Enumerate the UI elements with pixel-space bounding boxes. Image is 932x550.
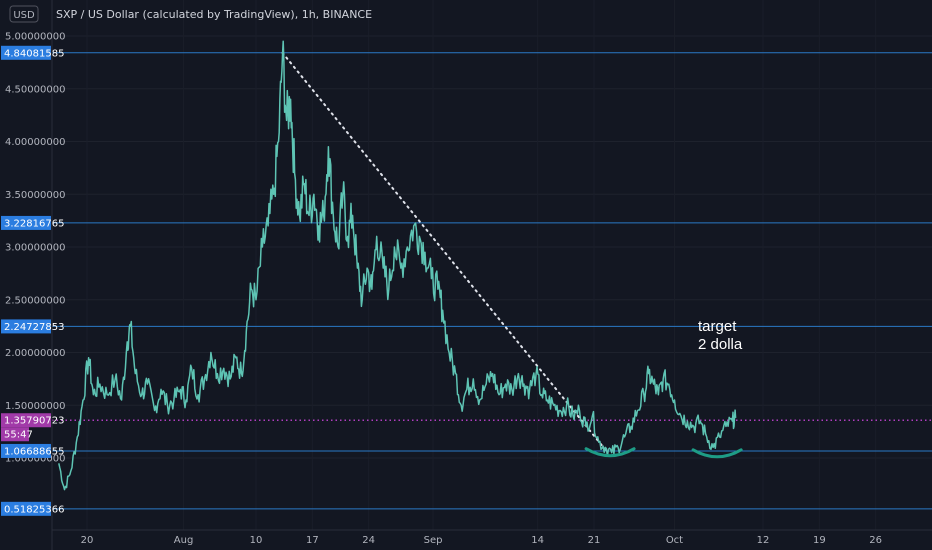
price-axis-panel[interactable] [0,0,52,550]
annotation-line-1[interactable]: target [698,318,737,335]
support-arc[interactable] [584,447,636,458]
currency-label: USD [13,10,35,21]
time-tick-label[interactable]: 10 [250,535,263,546]
level-label-text: 4.84081585 [4,48,64,59]
time-tick-label[interactable]: 12 [757,535,770,546]
price-tick-label: 1.50000000 [5,401,65,412]
level-label-text: 0.51825366 [4,504,64,515]
price-tick-label: 1.00000000 [5,454,65,465]
support-arcs[interactable] [584,447,743,459]
time-tick-label[interactable]: Aug [174,535,194,546]
price-axis-level-labels: 4.84081585 3.22816765 2.24727853 1.06688655… [1,45,64,516]
level-label-text: 3.22816765 [4,218,64,229]
support-arc[interactable] [691,448,743,459]
trend-line[interactable] [281,51,607,451]
current-price-box [1,413,51,428]
price-series [58,40,737,491]
annotation-line-2[interactable]: 2 dolla [698,336,743,353]
price-axis-ticks: 5.00000000 4.50000000 4.00000000 3.50000000… [5,32,65,465]
countdown-text: 55:47 [4,430,33,441]
level-label-box [1,45,51,60]
level-label-box [1,319,51,334]
price-tick-label: 2.50000000 [5,295,65,306]
price-tick-label: 5.00000000 [5,32,65,43]
level-label-text: 2.24727853 [4,322,64,333]
level-label-box [1,443,51,458]
price-tick-label: 3.00000000 [5,243,65,254]
time-tick-label[interactable]: 19 [813,535,826,546]
descending-trendline[interactable] [281,51,607,451]
time-tick-label[interactable]: 26 [869,535,882,546]
price-tick-label: 4.00000000 [5,137,65,148]
time-tick-label[interactable]: Oct [666,535,683,546]
price-tick-label: 3.50000000 [5,190,65,201]
price-tick-label: 2.00000000 [5,348,65,359]
currency-badge[interactable] [9,5,39,23]
price-line [58,40,737,491]
level-label-box [1,215,51,230]
grid-lines [52,0,932,530]
time-axis-ticks[interactable]: 20 Aug 10 17 24 Sep 14 21 Oct 12 19 26 [81,535,882,546]
horizontal-levels[interactable] [52,52,932,510]
time-tick-label[interactable]: 17 [306,535,319,546]
time-tick-label[interactable]: 20 [81,535,94,546]
time-tick-label[interactable]: 21 [588,535,601,546]
time-tick-label[interactable]: 14 [531,535,544,546]
price-tick-label: 4.50000000 [5,84,65,95]
time-tick-label[interactable]: Sep [424,535,443,546]
level-label-box [1,501,51,516]
current-price-text: 1.35790723 [4,416,64,427]
countdown-box [1,427,29,442]
level-label-text: 1.06688655 [4,446,64,457]
chart-title: SXP / US Dollar (calculated by TradingVi… [56,8,372,21]
time-tick-label[interactable]: 24 [362,535,375,546]
